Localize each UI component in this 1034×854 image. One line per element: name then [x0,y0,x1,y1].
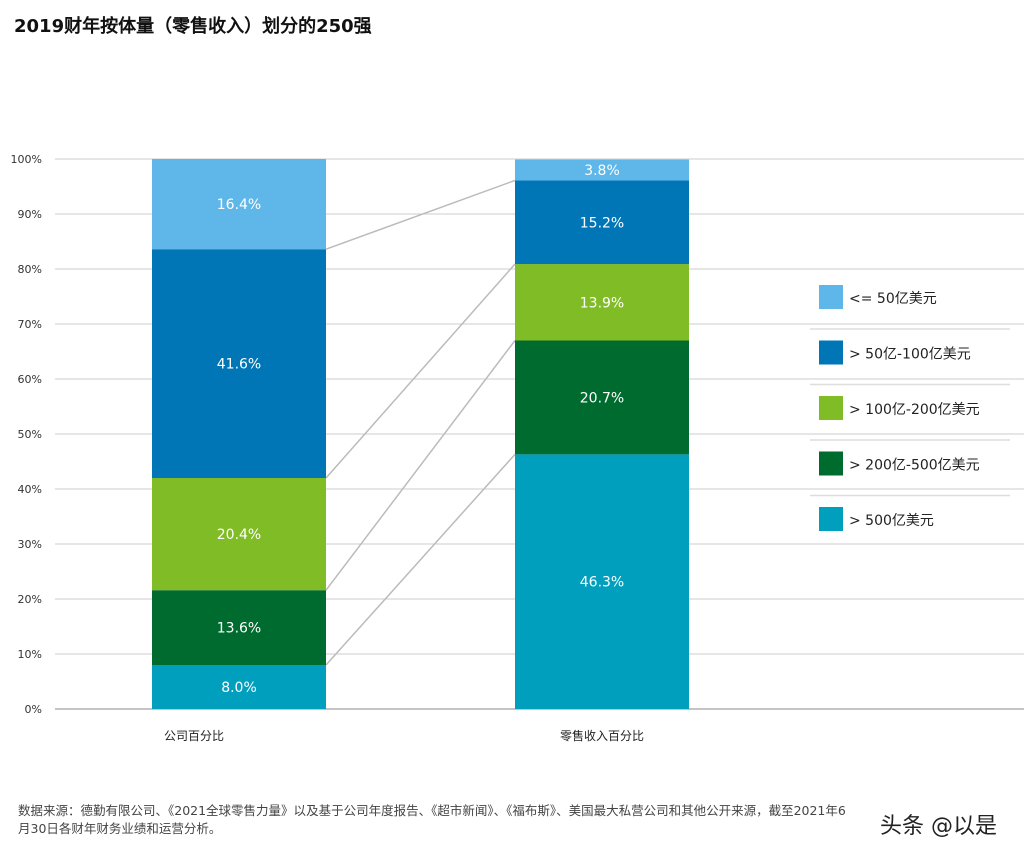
watermark: 头条 @以是 [880,814,997,839]
legend-label: > 200亿-500亿美元 [849,458,980,474]
data-label: 46.3% [580,575,624,591]
y-tick-label: 30% [18,538,42,551]
connector-line [325,340,516,591]
data-label: 8.0% [221,680,257,696]
legend-label: > 500亿美元 [849,513,934,529]
legend-swatch [819,507,843,531]
bar-segment [152,478,326,591]
y-tick-label: 0% [25,703,42,716]
y-tick-label: 10% [18,648,42,661]
connector-line [325,179,516,250]
connector-line [325,453,516,666]
bar-segment [152,249,326,478]
y-tick-label: 90% [18,208,42,221]
bar-segment [515,159,689,181]
legend-label: > 100亿-200亿美元 [849,402,980,418]
bar-segment [152,665,326,709]
connector-line [325,263,516,479]
legend-label: <= 50亿美元 [849,291,937,307]
bar-segment [515,340,689,455]
bar-segment [152,590,326,665]
legend-swatch [819,396,843,420]
y-tick-label: 100% [11,153,42,166]
data-label: 20.7% [580,390,624,406]
data-label: 13.6% [217,621,261,637]
data-label: 41.6% [217,357,261,373]
y-tick-label: 80% [18,263,42,276]
x-tick-label: 公司百分比 [164,729,224,743]
bar-segment [152,159,326,250]
data-label: 13.9% [580,295,624,311]
legend-label: > 50亿-100亿美元 [849,347,971,363]
bar-segment [515,180,689,265]
legend-swatch [819,340,843,365]
legend-swatch [819,451,843,476]
y-tick-label: 60% [18,373,42,386]
chart-title: 2019财年按体量（零售收入）划分的250强 [14,16,372,37]
data-label: 15.2% [580,215,624,231]
y-tick-label: 70% [18,318,42,331]
y-tick-label: 50% [18,428,42,441]
bar-segment [515,264,689,341]
data-label: 16.4% [217,197,261,213]
stacked-bar-chart: 0% 10% 20% 30% 40% 50% 60% 70% 80% 90% 100% 8.0% 46.… [11,153,1024,743]
source-note: 数据来源：德勤有限公司、《2021全球零售力量》以及基于公司年度报告、《超市新闻… [18,803,846,836]
legend-swatch [819,285,843,309]
bar-segment [515,454,689,709]
y-tick-label: 40% [18,483,42,496]
y-tick-label: 20% [18,593,42,606]
data-label: 20.4% [217,527,261,543]
data-label: 3.8% [584,163,620,179]
x-tick-label: 零售收入百分比 [560,728,644,743]
